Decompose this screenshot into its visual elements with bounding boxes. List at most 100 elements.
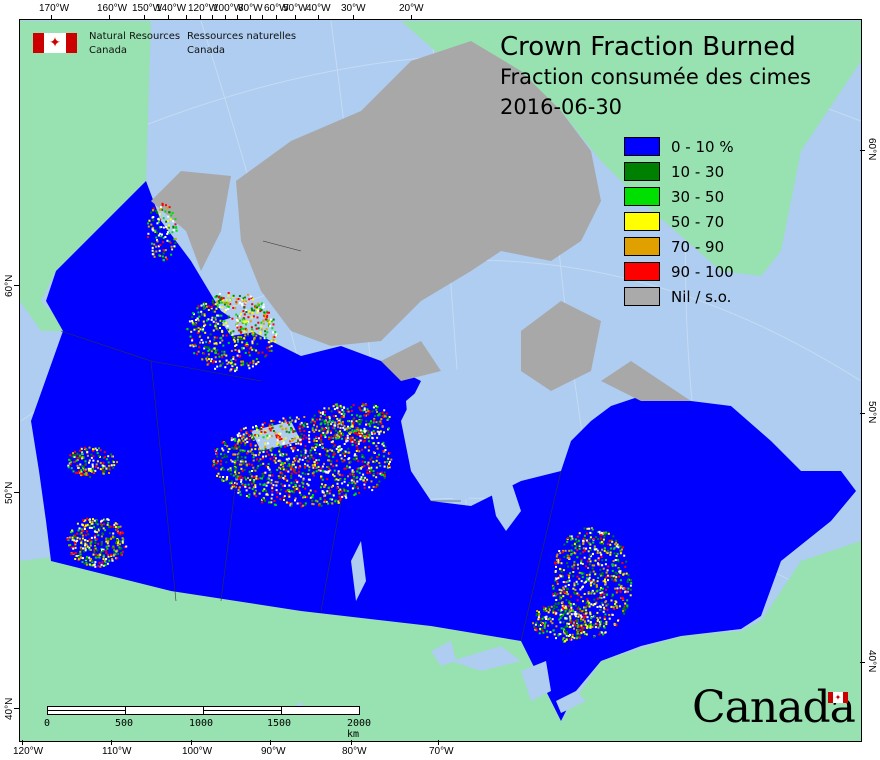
- fire-pixel: [86, 557, 89, 560]
- fire-pixel: [81, 561, 84, 563]
- fire-pixel: [277, 475, 280, 478]
- fire-pixel: [87, 533, 90, 536]
- fire-pixel: [303, 466, 306, 469]
- fire-pixel: [623, 605, 626, 608]
- fire-pixel: [568, 622, 570, 625]
- axis-tick: [14, 708, 19, 709]
- fire-pixel: [221, 478, 223, 481]
- fire-pixel: [254, 490, 257, 493]
- fire-pixel: [86, 454, 89, 457]
- fire-pixel: [341, 460, 344, 463]
- fire-pixel: [302, 504, 305, 507]
- fire-pixel: [194, 323, 197, 325]
- fire-pixel: [271, 320, 273, 323]
- fire-pixel: [81, 465, 84, 468]
- fire-pixel: [600, 586, 602, 589]
- fire-map[interactable]: [20, 20, 861, 741]
- fire-pixel: [82, 557, 84, 560]
- fire-pixel: [242, 363, 245, 366]
- fire-pixel: [603, 593, 605, 596]
- fire-pixel: [281, 452, 284, 455]
- fire-pixel: [568, 609, 571, 612]
- fire-pixel: [323, 501, 326, 503]
- fire-pixel: [84, 534, 87, 537]
- fire-pixel: [155, 236, 158, 239]
- fire-pixel: [251, 329, 254, 331]
- fire-pixel: [86, 530, 88, 533]
- fire-pixel: [377, 414, 380, 417]
- fire-pixel: [383, 431, 385, 434]
- fire-pixel: [236, 354, 239, 357]
- fire-pixel: [81, 452, 83, 455]
- axis-tick: [51, 15, 52, 20]
- fire-pixel: [607, 532, 610, 535]
- fire-pixel: [359, 467, 362, 470]
- fire-pixel: [304, 445, 307, 448]
- fire-pixel: [89, 470, 92, 472]
- fire-pixel: [332, 494, 335, 497]
- fire-pixel: [336, 486, 339, 489]
- fire-pixel: [280, 467, 283, 470]
- fire-pixel: [552, 587, 555, 590]
- fire-pixel: [607, 603, 610, 606]
- fire-pixel: [296, 435, 299, 438]
- fire-pixel: [264, 333, 267, 336]
- fire-pixel: [89, 542, 92, 545]
- fire-pixel: [263, 337, 266, 340]
- fire-pixel: [234, 459, 237, 462]
- fire-pixel: [165, 220, 168, 223]
- fire-pixel: [616, 587, 619, 590]
- fire-pixel: [369, 468, 372, 471]
- fire-pixel: [218, 292, 221, 295]
- fire-pixel: [79, 537, 81, 540]
- fire-pixel: [585, 609, 588, 612]
- fire-pixel: [170, 245, 173, 248]
- fire-pixel: [196, 307, 199, 310]
- fire-pixel: [344, 489, 347, 492]
- fire-pixel: [370, 420, 372, 423]
- fire-pixel: [332, 451, 335, 454]
- fire-pixel: [237, 435, 240, 438]
- fire-pixel: [96, 460, 99, 463]
- fire-pixel: [251, 365, 254, 368]
- fire-pixel: [159, 206, 162, 209]
- scale-label-2000: 2000 km: [347, 718, 372, 740]
- fire-pixel: [360, 409, 363, 412]
- fire-pixel: [605, 571, 608, 574]
- fire-pixel: [595, 548, 598, 551]
- fire-pixel: [245, 323, 247, 326]
- fire-pixel: [239, 449, 242, 452]
- fire-pixel: [274, 431, 277, 434]
- fire-pixel: [107, 544, 110, 547]
- fire-pixel: [102, 466, 104, 469]
- fire-pixel: [270, 318, 272, 321]
- fire-pixel: [327, 470, 330, 473]
- fire-pixel: [572, 587, 575, 590]
- fire-pixel: [252, 362, 255, 365]
- fire-pixel: [237, 491, 240, 494]
- fire-pixel: [606, 574, 609, 577]
- fire-pixel: [251, 434, 254, 437]
- fire-pixel: [328, 419, 331, 422]
- fire-pixel: [216, 303, 219, 306]
- fire-pixel: [232, 483, 235, 486]
- fire-pixel: [153, 255, 156, 258]
- fire-pixel: [332, 415, 335, 418]
- fire-pixel: [257, 302, 260, 305]
- fire-pixel: [616, 606, 619, 609]
- fire-pixel: [626, 606, 629, 609]
- fire-pixel: [269, 325, 272, 328]
- fire-pixel: [288, 495, 291, 498]
- fire-pixel: [294, 419, 297, 422]
- fire-pixel: [338, 492, 341, 495]
- fire-pixel: [93, 530, 96, 533]
- fire-pixel: [257, 439, 260, 442]
- fire-pixel: [562, 638, 564, 641]
- fire-pixel: [244, 460, 247, 463]
- fire-pixel: [244, 344, 247, 347]
- fire-pixel: [225, 359, 228, 362]
- fire-pixel: [539, 624, 542, 626]
- fire-pixel: [589, 571, 592, 574]
- fire-pixel: [243, 337, 246, 340]
- fire-pixel: [607, 543, 609, 546]
